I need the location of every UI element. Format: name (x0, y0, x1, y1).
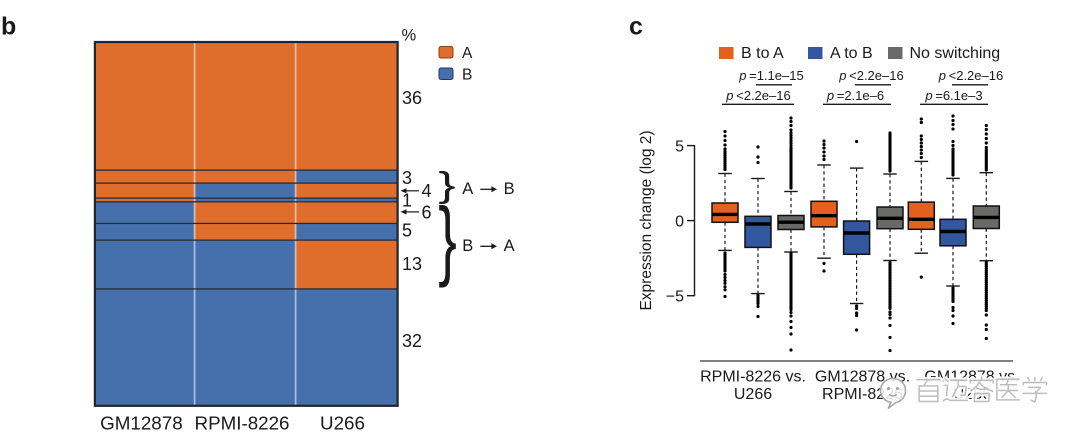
svg-text:5: 5 (402, 220, 412, 240)
svg-text:RPMI-8226 vs.: RPMI-8226 vs. (700, 369, 806, 386)
svg-text:p <2.2e–16: p <2.2e–16 (938, 68, 1003, 83)
svg-text:Expression change (log 2): Expression change (log 2) (638, 130, 655, 310)
svg-text:p <2.2e–16: p <2.2e–16 (725, 88, 790, 103)
svg-text:6: 6 (422, 203, 432, 223)
svg-text:p =2.1e–6: p =2.1e–6 (826, 88, 884, 103)
svg-text:A: A (462, 45, 473, 62)
svg-text:B: B (462, 66, 472, 83)
svg-text:No switching: No switching (910, 45, 1001, 62)
svg-text:A: A (504, 237, 515, 255)
svg-text:A to B: A to B (830, 45, 873, 62)
svg-text:5: 5 (675, 138, 684, 155)
svg-text:U266: U266 (320, 412, 365, 433)
svg-text:p <2.2e–16: p <2.2e–16 (838, 68, 903, 83)
svg-text:p =1.1e–15: p =1.1e–15 (738, 68, 803, 83)
svg-text:GM12878: GM12878 (100, 412, 182, 433)
svg-text:RPMI-8226: RPMI-8226 (195, 412, 290, 433)
svg-text:p =6.1e–3: p =6.1e–3 (924, 88, 982, 103)
svg-text:13: 13 (402, 254, 422, 274)
svg-text:4: 4 (422, 181, 432, 201)
svg-text:B to A: B to A (741, 45, 784, 62)
svg-text:36: 36 (402, 88, 422, 108)
svg-text:B: B (504, 180, 515, 198)
svg-text:32: 32 (402, 331, 422, 351)
svg-text:b: b (1, 13, 16, 41)
svg-text:%: % (402, 27, 417, 45)
svg-text:B: B (462, 237, 473, 255)
svg-text:A: A (462, 180, 473, 198)
svg-text:c: c (629, 12, 643, 40)
svg-text:0: 0 (675, 213, 684, 230)
svg-text:3: 3 (402, 168, 412, 188)
svg-text:U266: U266 (734, 386, 772, 403)
svg-text:1: 1 (402, 190, 412, 210)
svg-text:−5: −5 (666, 289, 684, 306)
svg-text:}: } (438, 165, 455, 204)
svg-text:}: } (438, 189, 457, 288)
